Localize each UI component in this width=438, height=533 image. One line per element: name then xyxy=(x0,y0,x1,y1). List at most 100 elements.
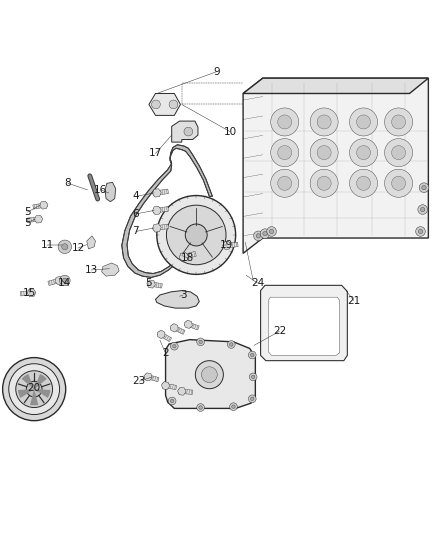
Polygon shape xyxy=(149,93,180,115)
Circle shape xyxy=(173,344,176,348)
Circle shape xyxy=(230,343,233,346)
Circle shape xyxy=(271,108,299,136)
Polygon shape xyxy=(243,78,428,93)
Circle shape xyxy=(197,338,205,346)
Polygon shape xyxy=(177,387,186,395)
Circle shape xyxy=(317,146,331,159)
Text: 7: 7 xyxy=(132,227,139,237)
Polygon shape xyxy=(105,182,116,201)
Text: 5: 5 xyxy=(24,207,31,217)
Polygon shape xyxy=(102,263,119,276)
Circle shape xyxy=(418,205,427,214)
Polygon shape xyxy=(223,241,231,249)
Circle shape xyxy=(350,169,378,197)
Polygon shape xyxy=(153,189,169,196)
Circle shape xyxy=(26,381,42,397)
Polygon shape xyxy=(158,330,165,338)
Polygon shape xyxy=(152,224,161,232)
Polygon shape xyxy=(179,389,193,394)
Polygon shape xyxy=(147,280,155,288)
Text: 10: 10 xyxy=(223,127,237,136)
Polygon shape xyxy=(34,215,43,223)
Wedge shape xyxy=(34,374,47,389)
Circle shape xyxy=(152,100,160,109)
Circle shape xyxy=(201,367,217,383)
Circle shape xyxy=(9,364,60,415)
Wedge shape xyxy=(34,389,50,398)
Wedge shape xyxy=(30,389,39,405)
Polygon shape xyxy=(87,236,95,249)
Text: 14: 14 xyxy=(58,278,71,288)
Circle shape xyxy=(251,375,255,378)
Circle shape xyxy=(256,233,261,238)
Polygon shape xyxy=(153,207,169,213)
Polygon shape xyxy=(145,374,159,382)
Circle shape xyxy=(157,196,236,274)
Text: 8: 8 xyxy=(64,178,71,188)
Circle shape xyxy=(251,397,254,400)
Circle shape xyxy=(271,139,299,167)
Circle shape xyxy=(230,403,237,410)
Polygon shape xyxy=(27,289,36,297)
Circle shape xyxy=(227,341,235,349)
Circle shape xyxy=(3,358,66,421)
Circle shape xyxy=(392,146,406,159)
Circle shape xyxy=(385,169,413,197)
Circle shape xyxy=(310,169,338,197)
Circle shape xyxy=(420,207,425,212)
Polygon shape xyxy=(180,252,196,260)
Polygon shape xyxy=(20,290,35,296)
Polygon shape xyxy=(170,324,178,332)
Circle shape xyxy=(169,100,178,109)
Circle shape xyxy=(317,176,331,190)
Circle shape xyxy=(357,176,371,190)
Circle shape xyxy=(251,353,254,357)
Circle shape xyxy=(392,115,406,129)
Circle shape xyxy=(170,399,174,403)
Circle shape xyxy=(260,229,270,238)
Text: 20: 20 xyxy=(28,383,41,393)
Circle shape xyxy=(16,371,53,408)
Circle shape xyxy=(62,244,68,250)
Polygon shape xyxy=(166,340,255,408)
Polygon shape xyxy=(171,325,185,334)
Circle shape xyxy=(60,275,70,286)
Text: 5: 5 xyxy=(145,278,152,288)
Polygon shape xyxy=(144,373,152,381)
Text: 6: 6 xyxy=(132,209,139,219)
Circle shape xyxy=(58,240,71,254)
Circle shape xyxy=(418,229,423,233)
Polygon shape xyxy=(152,206,161,215)
Circle shape xyxy=(62,278,67,283)
Text: 21: 21 xyxy=(347,296,360,305)
Circle shape xyxy=(168,397,176,405)
Polygon shape xyxy=(261,285,347,361)
Circle shape xyxy=(248,395,256,402)
Circle shape xyxy=(184,127,193,136)
Circle shape xyxy=(166,205,226,265)
Polygon shape xyxy=(161,382,170,390)
Text: 12: 12 xyxy=(71,243,85,253)
Polygon shape xyxy=(184,320,192,328)
Text: 18: 18 xyxy=(181,253,194,263)
Polygon shape xyxy=(162,383,177,390)
Text: 19: 19 xyxy=(220,240,233,251)
Circle shape xyxy=(278,176,292,190)
Wedge shape xyxy=(18,389,34,398)
Circle shape xyxy=(267,227,276,236)
Text: 16: 16 xyxy=(94,185,107,195)
Text: 24: 24 xyxy=(251,278,264,288)
Polygon shape xyxy=(152,189,161,197)
Polygon shape xyxy=(268,297,339,356)
Text: 9: 9 xyxy=(213,67,220,77)
Text: 3: 3 xyxy=(180,290,187,300)
Text: 17: 17 xyxy=(149,149,162,158)
Circle shape xyxy=(170,342,178,350)
Circle shape xyxy=(357,146,371,159)
Text: 23: 23 xyxy=(133,376,146,386)
Circle shape xyxy=(350,139,378,167)
Circle shape xyxy=(195,361,223,389)
Polygon shape xyxy=(155,290,199,308)
Text: 11: 11 xyxy=(41,240,54,251)
Text: 4: 4 xyxy=(132,191,139,201)
